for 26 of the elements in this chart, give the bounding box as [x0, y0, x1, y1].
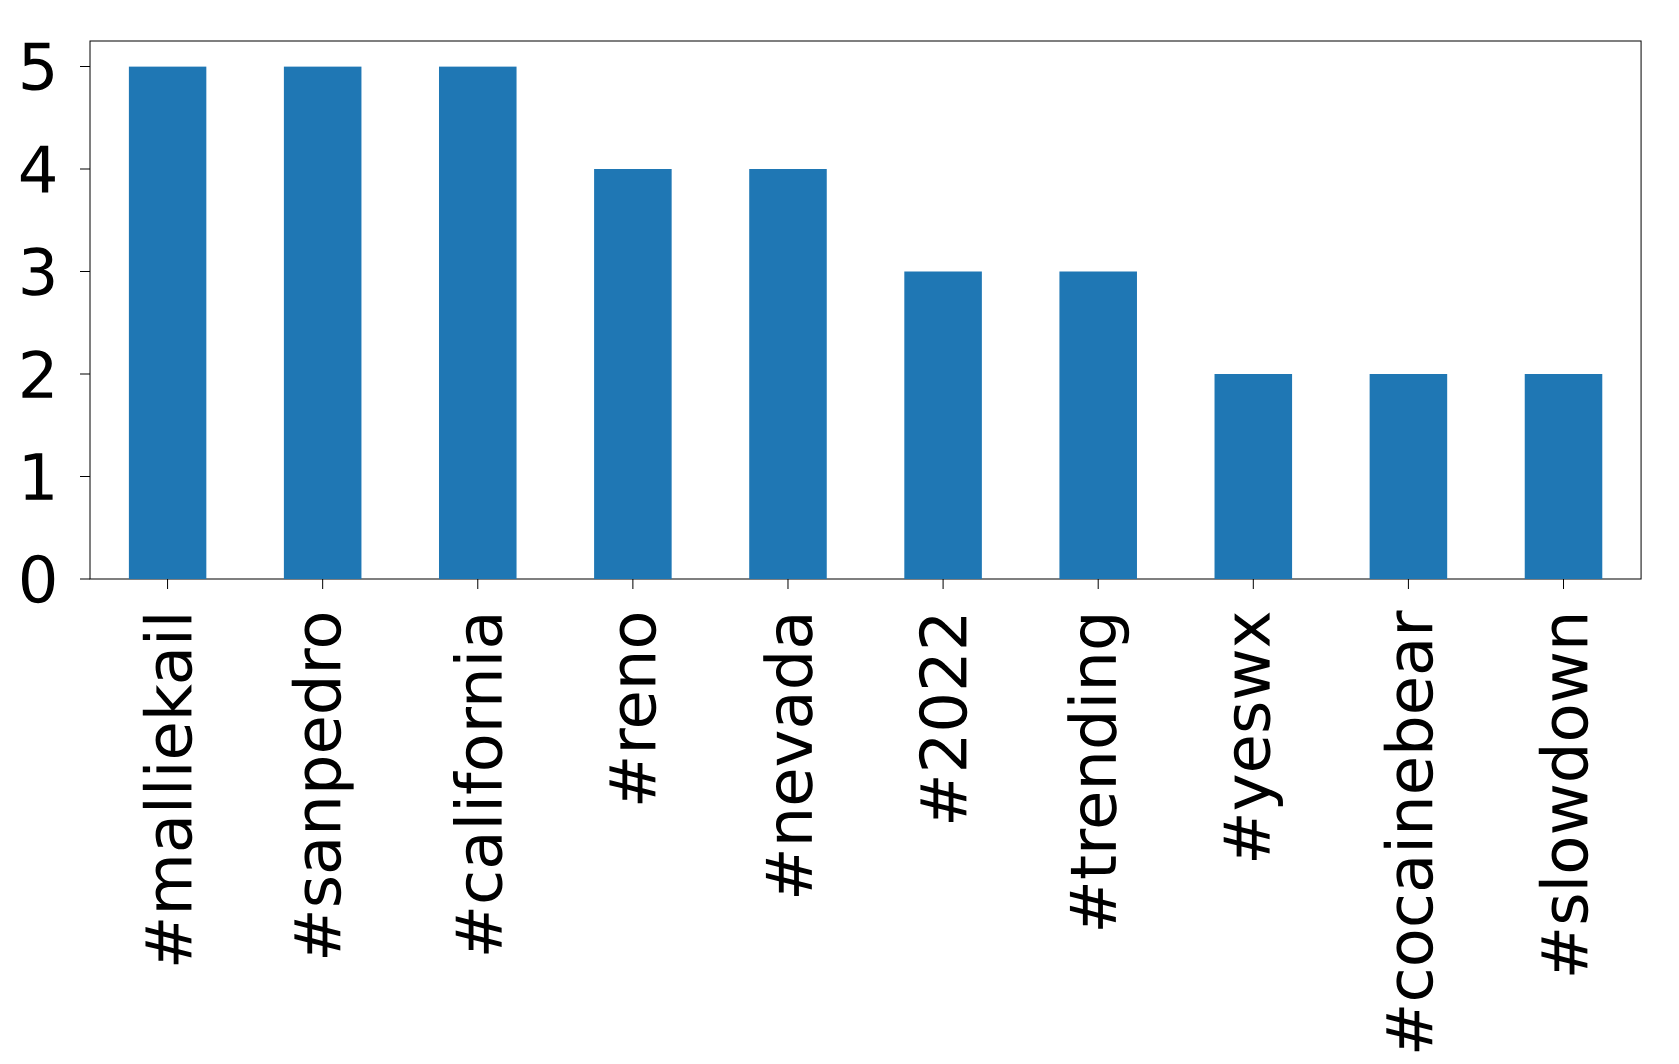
bar [1059, 271, 1137, 579]
bar [1524, 374, 1603, 579]
bar [1369, 374, 1448, 579]
y-tick-label: 3 [22, 247, 54, 296]
x-tick-label: #malliekail [142, 616, 193, 965]
y-tick-label: 1 [24, 453, 53, 500]
x-tick-label: #slowdown [1538, 615, 1589, 975]
x-tick-label: #trending [1067, 616, 1130, 929]
x-tick-label: #reno [609, 613, 657, 804]
bar [438, 66, 517, 579]
bar [1214, 374, 1293, 579]
x-tick-label: #california [453, 616, 503, 954]
bar [904, 271, 982, 579]
bar [749, 169, 827, 579]
y-tick-label: 5 [22, 42, 53, 91]
x-tick-label: #2022 [918, 616, 968, 823]
x-tick-label: #nevada [763, 616, 813, 897]
y-tick-label: 2 [22, 350, 53, 398]
y-tick-label: 0 [21, 554, 55, 604]
bar [283, 66, 362, 579]
y-tick-label: 4 [20, 145, 55, 193]
x-tick-label: #sanpedro [291, 613, 354, 958]
x-tick-label: #yeswx [1223, 612, 1283, 861]
bar [128, 66, 207, 579]
bar [594, 169, 672, 579]
x-tick-label: #cocainebear [1383, 610, 1434, 1052]
